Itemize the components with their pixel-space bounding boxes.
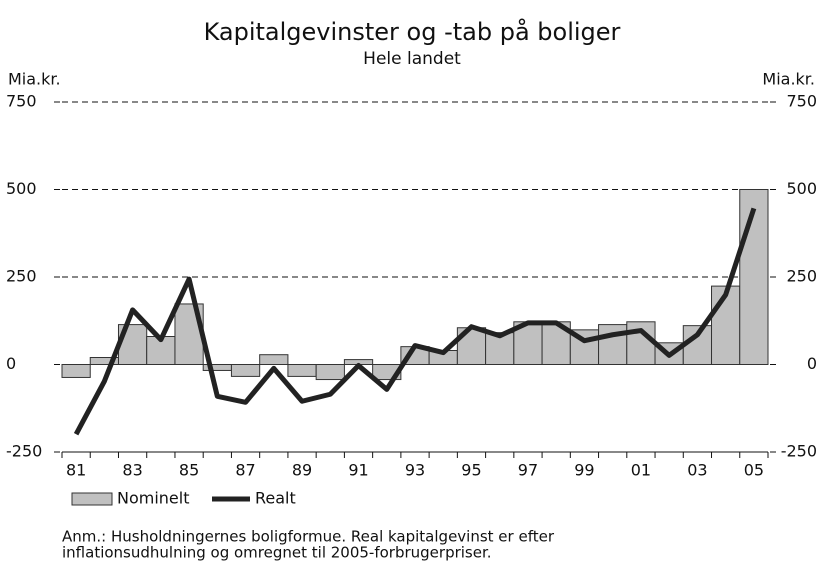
x-tick-label: 93 <box>405 461 425 480</box>
bar <box>739 189 769 365</box>
y-tick-label: -250 <box>6 442 42 461</box>
chart-title: Kapitalgevinster og -tab på boliger <box>204 17 621 46</box>
x-tick-label: 03 <box>687 461 707 480</box>
x-tick-label: 01 <box>631 461 651 480</box>
x-tick-label: 95 <box>461 461 481 480</box>
bar <box>315 364 345 381</box>
x-tick-label: 97 <box>518 461 538 480</box>
y2-tick-label: 250 <box>786 267 817 286</box>
bar <box>146 336 176 365</box>
y2-tick-label: 0 <box>807 354 817 373</box>
bar <box>259 354 289 366</box>
y-tick-label: 0 <box>6 354 16 373</box>
bar <box>598 324 628 366</box>
x-tick-label: 87 <box>235 461 255 480</box>
x-tick-label: 89 <box>292 461 312 480</box>
x-tick-label: 81 <box>66 461 86 480</box>
y2-tick-label: 500 <box>786 179 817 198</box>
chart-subtitle: Hele landet <box>363 49 461 69</box>
note: Anm.: Husholdningernes boligformue. Real… <box>62 528 555 546</box>
y-axis-label: Mia.kr. <box>8 70 61 89</box>
x-tick-label: 05 <box>744 461 764 480</box>
bar <box>230 364 261 377</box>
y-tick-label: 500 <box>6 179 37 198</box>
note: inflationsudhulning og omregnet til 2005… <box>62 544 492 561</box>
x-tick-label: 83 <box>122 461 142 480</box>
y-tick-label: 750 <box>6 92 37 111</box>
legend-swatch <box>71 492 113 506</box>
bar <box>61 364 91 378</box>
y-tick-label: 250 <box>6 267 37 286</box>
y2-tick-label: 750 <box>786 92 817 111</box>
x-tick-label: 99 <box>574 461 594 480</box>
x-tick-label: 91 <box>348 461 368 480</box>
bar <box>287 364 317 377</box>
legend-label: Realt <box>255 489 296 508</box>
line <box>73 207 757 436</box>
y2-tick-label: -250 <box>781 442 817 461</box>
legend-label: Nominelt <box>117 489 190 508</box>
y2-axis-label: Mia.kr. <box>762 70 815 89</box>
x-tick-label: 85 <box>179 461 199 480</box>
